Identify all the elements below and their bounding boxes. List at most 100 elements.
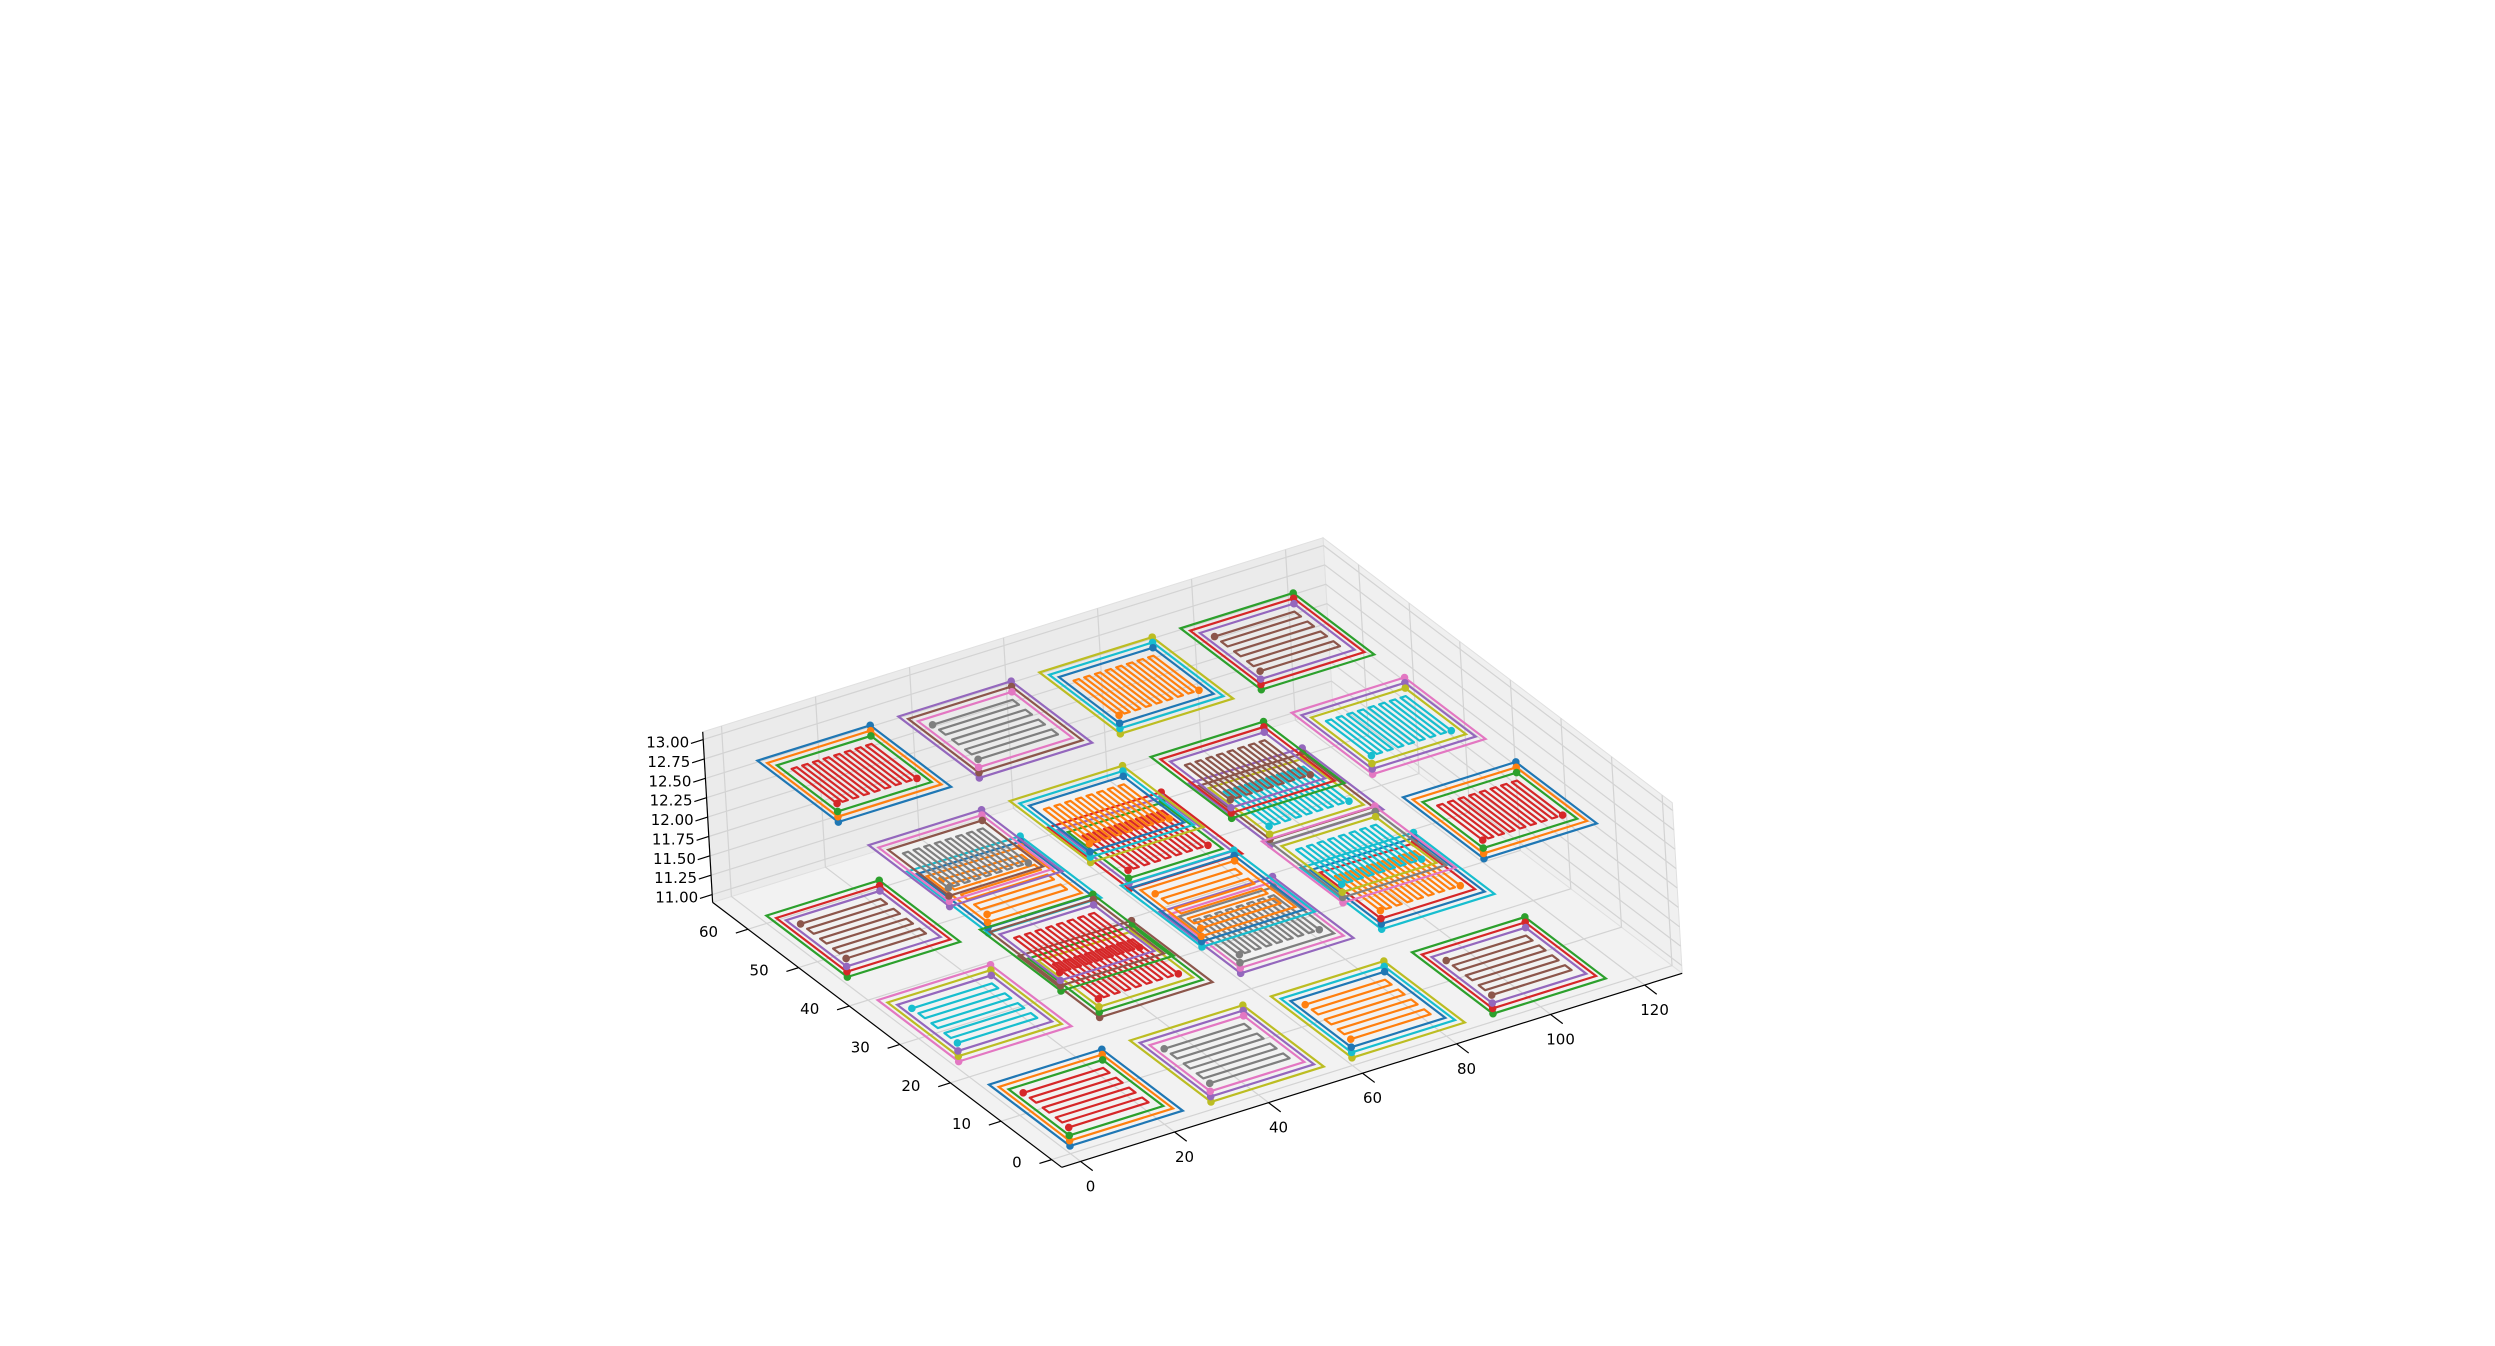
y-axis-line <box>712 901 1063 1168</box>
coil-meander <box>1163 1022 1291 1085</box>
grid-line-z <box>704 564 1675 831</box>
coil-terminal <box>867 732 875 740</box>
coil-meander <box>1324 694 1452 757</box>
coil-terminal <box>1401 684 1410 692</box>
meander-terminal <box>1210 632 1219 641</box>
x-tick <box>1644 984 1658 995</box>
coil-terminal <box>1098 1056 1107 1064</box>
coil-meander <box>790 742 918 805</box>
coil-terminal <box>833 807 842 816</box>
meander-terminal <box>1235 950 1244 959</box>
grid-line-x <box>1190 578 1551 1015</box>
coil-top-18 <box>1148 717 1347 823</box>
meander-terminal <box>1417 855 1426 864</box>
coil-terminal <box>1371 812 1380 821</box>
grid-line-z <box>703 544 1674 811</box>
meander-terminal <box>1306 770 1315 779</box>
coil-terminal <box>1086 848 1094 856</box>
y-tick <box>786 967 799 973</box>
grid-line-x <box>814 696 1175 1133</box>
meander-terminal <box>1135 943 1144 952</box>
coil-terminal <box>1124 874 1133 883</box>
coil-meander <box>1192 894 1320 956</box>
grid-line-y <box>1051 795 1673 1161</box>
y-tick <box>887 1043 901 1049</box>
coil-terminal <box>1236 958 1244 967</box>
meander-terminal <box>1478 836 1487 844</box>
grid-line-x <box>720 725 1081 1162</box>
meander-terminal <box>1196 924 1205 933</box>
coil-terminal <box>1380 967 1389 976</box>
grid-line-x <box>1284 549 1645 986</box>
grid-line-y <box>950 718 1572 1084</box>
meander-terminal <box>1160 1044 1168 1053</box>
coil-meander <box>1013 911 1141 974</box>
x-tick <box>1268 1102 1282 1113</box>
coil-terminal <box>1256 675 1265 683</box>
meander-terminal <box>1345 797 1353 805</box>
coil-meander <box>1072 654 1200 717</box>
meander-terminal <box>1367 751 1376 760</box>
x-tick-label: 20 <box>1175 1148 1194 1166</box>
z-tick <box>697 855 711 861</box>
coil-top-13 <box>896 677 1095 782</box>
coil-bottom-5 <box>1016 916 1215 1022</box>
z-tick <box>696 835 709 841</box>
grid-line-y <box>899 679 1521 1045</box>
meander-terminal <box>974 755 982 764</box>
coil-terminal <box>1056 976 1065 985</box>
coil-terminal <box>1265 830 1274 838</box>
y-tick-label: 50 <box>750 962 769 980</box>
coil-terminal <box>1488 999 1497 1007</box>
meander-terminal <box>1265 822 1273 830</box>
x-tick <box>1362 1072 1376 1083</box>
grid-line-x <box>908 667 1269 1104</box>
z-tick-label: 11.25 <box>654 869 697 887</box>
y-tick <box>735 928 749 934</box>
y-tick-label: 0 <box>1012 1154 1022 1172</box>
coil-meander <box>1183 739 1311 801</box>
coil-terminal <box>983 918 992 927</box>
z-tick <box>695 816 708 822</box>
coil-top-16 <box>866 806 1065 911</box>
grid-line-z <box>706 603 1677 870</box>
meander-terminal <box>908 1004 916 1013</box>
grid-line-y <box>798 603 1420 969</box>
coil-bottom-1 <box>1127 1001 1327 1106</box>
coil-terminal <box>1089 901 1098 909</box>
coil-top-19 <box>1289 673 1488 779</box>
meander-terminal <box>1376 906 1385 915</box>
meander-terminal <box>1019 1089 1027 1097</box>
meander-terminal <box>1055 968 1064 977</box>
meander-terminal <box>1165 815 1174 823</box>
coil-terminal <box>1115 719 1124 728</box>
coil-meander <box>800 897 928 960</box>
coil-bottom-3 <box>1409 913 1609 1018</box>
z-tick-label: 13.00 <box>646 734 689 752</box>
meander-terminal <box>1195 686 1203 695</box>
coil-top-23 <box>1400 758 1600 863</box>
x-tick-label: 80 <box>1457 1060 1476 1078</box>
coil-terminal <box>1227 803 1235 812</box>
meander-terminal <box>833 799 841 808</box>
coil-meander <box>1022 1066 1150 1129</box>
meander-terminal <box>913 774 921 783</box>
coil-meander <box>1436 779 1564 841</box>
y-tick <box>938 1082 951 1088</box>
coil-terminal <box>1368 759 1376 768</box>
x-axis-line <box>1061 972 1683 1168</box>
coil-top-20 <box>977 890 1177 995</box>
coil-meander <box>1214 610 1342 673</box>
x-tick-label: 60 <box>1363 1089 1382 1107</box>
coil-terminal <box>1239 1012 1248 1020</box>
coil-bottom-2 <box>1268 957 1468 1062</box>
grid-line-x <box>1002 637 1363 1074</box>
y-tick-label: 60 <box>699 923 718 941</box>
coil-bottom-4 <box>875 961 1074 1066</box>
meander-terminal <box>1256 667 1264 675</box>
coil-terminal <box>1197 932 1206 941</box>
y-tick-label: 10 <box>952 1115 971 1133</box>
coil-top-15 <box>1178 589 1377 694</box>
y-tick-label: 30 <box>851 1038 870 1056</box>
